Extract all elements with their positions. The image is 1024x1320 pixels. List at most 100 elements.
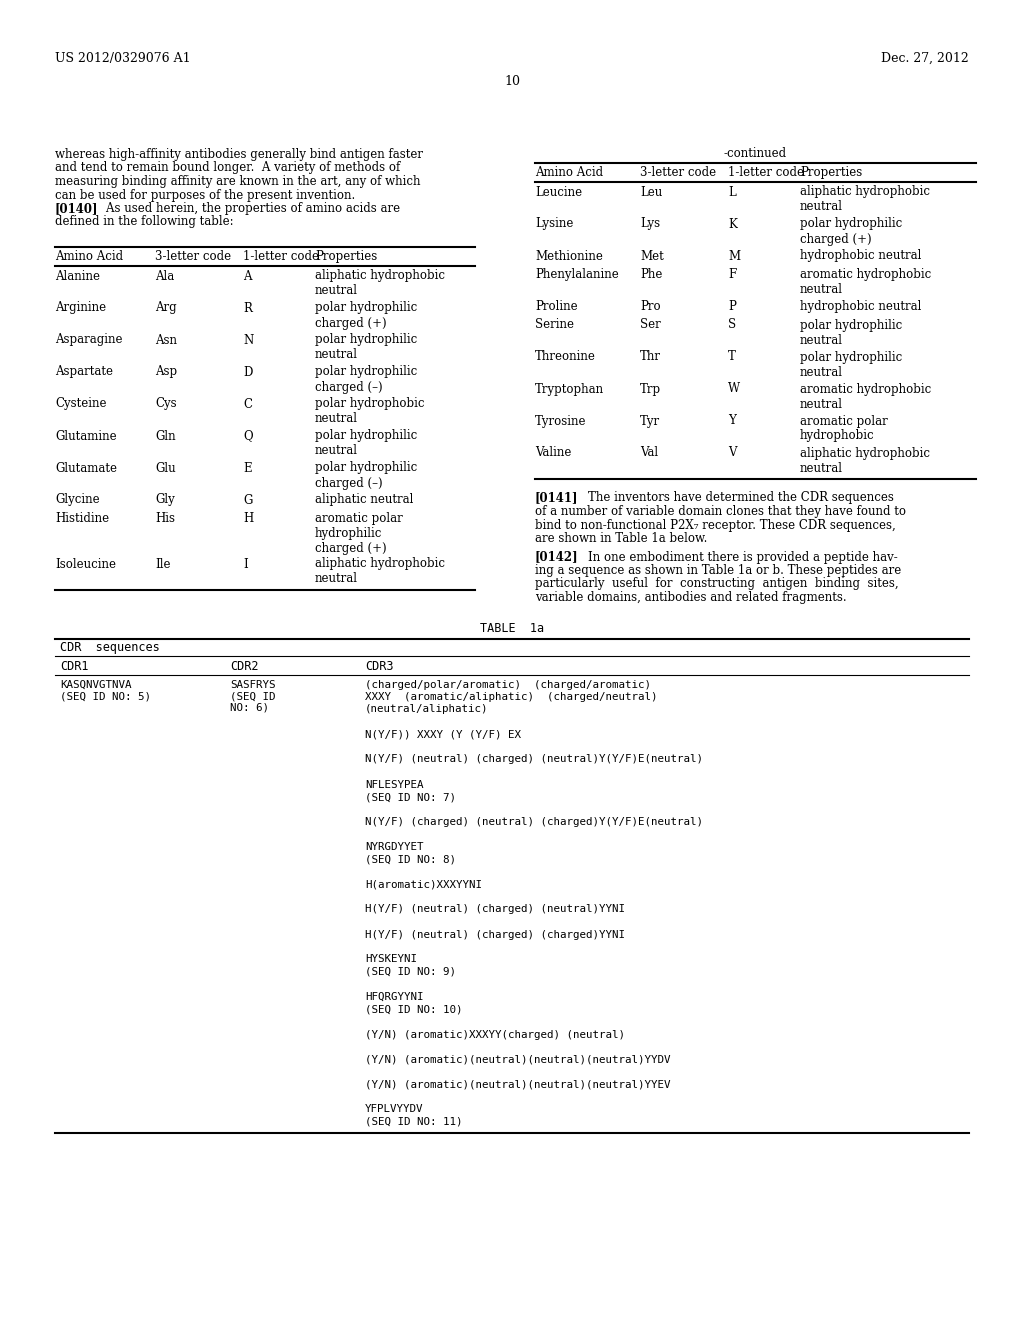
- Text: K: K: [728, 218, 737, 231]
- Text: Cys: Cys: [155, 397, 176, 411]
- Text: KASQNVGTNVA
(SEQ ID NO: 5): KASQNVGTNVA (SEQ ID NO: 5): [60, 680, 151, 701]
- Text: TABLE  1a: TABLE 1a: [480, 623, 544, 635]
- Text: T: T: [728, 351, 736, 363]
- Text: whereas high-affinity antibodies generally bind antigen faster: whereas high-affinity antibodies general…: [55, 148, 423, 161]
- Text: (SEQ ID NO: 8): (SEQ ID NO: 8): [365, 854, 456, 865]
- Text: Glutamine: Glutamine: [55, 429, 117, 442]
- Text: S: S: [728, 318, 736, 331]
- Text: aromatic hydrophobic
neutral: aromatic hydrophobic neutral: [800, 383, 931, 411]
- Text: polar hydrophilic
neutral: polar hydrophilic neutral: [315, 334, 417, 362]
- Text: [0140]: [0140]: [55, 202, 98, 215]
- Text: Gly: Gly: [155, 494, 175, 507]
- Text: (SEQ ID NO: 9): (SEQ ID NO: 9): [365, 968, 456, 977]
- Text: [0141]: [0141]: [535, 491, 579, 504]
- Text: aliphatic hydrophobic
neutral: aliphatic hydrophobic neutral: [315, 557, 445, 586]
- Text: Glutamate: Glutamate: [55, 462, 117, 474]
- Text: Aspartate: Aspartate: [55, 366, 113, 379]
- Text: Tyr: Tyr: [640, 414, 660, 428]
- Text: Phenylalanine: Phenylalanine: [535, 268, 618, 281]
- Text: W: W: [728, 383, 740, 396]
- Text: M: M: [728, 249, 740, 263]
- Text: HFQRGYYNI: HFQRGYYNI: [365, 993, 424, 1002]
- Text: are shown in Table 1a below.: are shown in Table 1a below.: [535, 532, 708, 545]
- Text: aromatic polar
hydrophilic
charged (+): aromatic polar hydrophilic charged (+): [315, 512, 402, 554]
- Text: Lys: Lys: [640, 218, 660, 231]
- Text: V: V: [728, 446, 736, 459]
- Text: Properties: Properties: [315, 249, 377, 263]
- Text: (Y/N) (aromatic)(neutral)(neutral)(neutral)YYDV: (Y/N) (aromatic)(neutral)(neutral)(neutr…: [365, 1055, 671, 1064]
- Text: Ala: Ala: [155, 269, 174, 282]
- Text: hydrophobic neutral: hydrophobic neutral: [800, 300, 922, 313]
- Text: G: G: [243, 494, 252, 507]
- Text: NYRGDYYET: NYRGDYYET: [365, 842, 424, 851]
- Text: aromatic hydrophobic
neutral: aromatic hydrophobic neutral: [800, 268, 931, 296]
- Text: Arg: Arg: [155, 301, 176, 314]
- Text: H(Y/F) (neutral) (charged) (charged)YYNI: H(Y/F) (neutral) (charged) (charged)YYNI: [365, 929, 625, 940]
- Text: Alanine: Alanine: [55, 269, 100, 282]
- Text: Asparagine: Asparagine: [55, 334, 123, 346]
- Text: polar hydrophilic
charged (–): polar hydrophilic charged (–): [315, 462, 417, 490]
- Text: In one embodiment there is provided a peptide hav-: In one embodiment there is provided a pe…: [573, 550, 898, 564]
- Text: H(aromatic)XXXYYNI: H(aromatic)XXXYYNI: [365, 879, 482, 890]
- Text: polar hydrophilic
neutral: polar hydrophilic neutral: [800, 318, 902, 346]
- Text: CDR  sequences: CDR sequences: [60, 642, 160, 655]
- Text: H: H: [243, 512, 253, 525]
- Text: hydrophobic neutral: hydrophobic neutral: [800, 249, 922, 263]
- Text: measuring binding affinity are known in the art, any of which: measuring binding affinity are known in …: [55, 176, 421, 187]
- Text: can be used for purposes of the present invention.: can be used for purposes of the present …: [55, 189, 355, 202]
- Text: Tyrosine: Tyrosine: [535, 414, 587, 428]
- Text: aromatic polar
hydrophobic: aromatic polar hydrophobic: [800, 414, 888, 442]
- Text: (neutral/aliphatic): (neutral/aliphatic): [365, 705, 488, 714]
- Text: -continued: -continued: [724, 147, 787, 160]
- Text: ing a sequence as shown in Table 1a or b. These peptides are: ing a sequence as shown in Table 1a or b…: [535, 564, 901, 577]
- Text: Tryptophan: Tryptophan: [535, 383, 604, 396]
- Text: Cysteine: Cysteine: [55, 397, 106, 411]
- Text: N(Y/F) (charged) (neutral) (charged)Y(Y/F)E(neutral): N(Y/F) (charged) (neutral) (charged)Y(Y/…: [365, 817, 703, 828]
- Text: 1-letter code: 1-letter code: [243, 249, 319, 263]
- Text: CDR2: CDR2: [230, 660, 258, 672]
- Text: F: F: [728, 268, 736, 281]
- Text: YFPLVYYDV: YFPLVYYDV: [365, 1105, 424, 1114]
- Text: Gln: Gln: [155, 429, 176, 442]
- Text: Ser: Ser: [640, 318, 660, 331]
- Text: Serine: Serine: [535, 318, 574, 331]
- Text: aliphatic hydrophobic
neutral: aliphatic hydrophobic neutral: [315, 269, 445, 297]
- Text: Valine: Valine: [535, 446, 571, 459]
- Text: Pro: Pro: [640, 300, 660, 313]
- Text: As used herein, the properties of amino acids are: As used herein, the properties of amino …: [91, 202, 400, 215]
- Text: 3-letter code: 3-letter code: [640, 166, 716, 180]
- Text: polar hydrophilic
charged (+): polar hydrophilic charged (+): [315, 301, 417, 330]
- Text: (Y/N) (aromatic)XXXYY(charged) (neutral): (Y/N) (aromatic)XXXYY(charged) (neutral): [365, 1030, 625, 1040]
- Text: XXXY  (aromatic/aliphatic)  (charged/neutral): XXXY (aromatic/aliphatic) (charged/neutr…: [365, 692, 657, 702]
- Text: (Y/N) (aromatic)(neutral)(neutral)(neutral)YYEV: (Y/N) (aromatic)(neutral)(neutral)(neutr…: [365, 1080, 671, 1089]
- Text: polar hydrophilic
charged (+): polar hydrophilic charged (+): [800, 218, 902, 246]
- Text: polar hydrophilic
charged (–): polar hydrophilic charged (–): [315, 366, 417, 393]
- Text: Isoleucine: Isoleucine: [55, 557, 116, 570]
- Text: Dec. 27, 2012: Dec. 27, 2012: [882, 51, 969, 65]
- Text: His: His: [155, 512, 175, 525]
- Text: D: D: [243, 366, 252, 379]
- Text: P: P: [728, 300, 736, 313]
- Text: CDR3: CDR3: [365, 660, 393, 672]
- Text: NFLESYPEA: NFLESYPEA: [365, 780, 424, 789]
- Text: and tend to remain bound longer.  A variety of methods of: and tend to remain bound longer. A varie…: [55, 161, 400, 174]
- Text: Proline: Proline: [535, 300, 578, 313]
- Text: (SEQ ID NO: 10): (SEQ ID NO: 10): [365, 1005, 463, 1015]
- Text: Thr: Thr: [640, 351, 662, 363]
- Text: 1-letter code: 1-letter code: [728, 166, 804, 180]
- Text: C: C: [243, 397, 252, 411]
- Text: 3-letter code: 3-letter code: [155, 249, 231, 263]
- Text: of a number of variable domain clones that they have found to: of a number of variable domain clones th…: [535, 506, 906, 517]
- Text: L: L: [728, 186, 736, 198]
- Text: (SEQ ID NO: 11): (SEQ ID NO: 11): [365, 1117, 463, 1127]
- Text: CDR1: CDR1: [60, 660, 88, 672]
- Text: Methionine: Methionine: [535, 249, 603, 263]
- Text: US 2012/0329076 A1: US 2012/0329076 A1: [55, 51, 190, 65]
- Text: R: R: [243, 301, 252, 314]
- Text: variable domains, antibodies and related fragments.: variable domains, antibodies and related…: [535, 591, 847, 605]
- Text: SASFRYS
(SEQ ID
NO: 6): SASFRYS (SEQ ID NO: 6): [230, 680, 275, 713]
- Text: Ile: Ile: [155, 557, 171, 570]
- Text: N(Y/F) (neutral) (charged) (neutral)Y(Y/F)E(neutral): N(Y/F) (neutral) (charged) (neutral)Y(Y/…: [365, 755, 703, 764]
- Text: defined in the following table:: defined in the following table:: [55, 215, 233, 228]
- Text: [0142]: [0142]: [535, 550, 579, 564]
